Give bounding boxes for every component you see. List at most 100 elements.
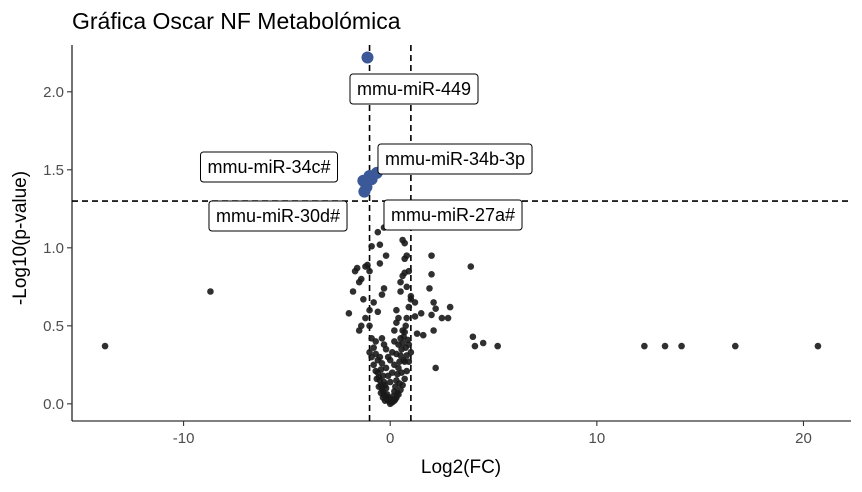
data-point <box>376 241 384 249</box>
data-point <box>417 310 425 317</box>
data-point <box>351 267 359 275</box>
data-point <box>401 358 408 366</box>
data-point <box>372 338 380 345</box>
data-point <box>386 378 394 386</box>
data-point <box>403 283 411 291</box>
x-tick-label: 20 <box>795 430 812 447</box>
point-label-box <box>199 151 339 183</box>
data-point <box>101 342 109 350</box>
data-point <box>403 314 411 322</box>
data-point <box>378 291 386 298</box>
data-point <box>392 395 399 403</box>
data-point <box>376 260 384 267</box>
data-point <box>382 364 390 372</box>
data-point <box>432 364 439 372</box>
data-point <box>374 228 382 236</box>
data-point <box>438 314 446 322</box>
y-axis-title: -Log10(p-value) <box>10 171 31 305</box>
point-labels: mmu-miR-449 mmu-miR-34c# mmu-miR-34b-3p mmu… <box>199 73 533 232</box>
significant-point <box>361 51 374 64</box>
data-point <box>814 342 822 350</box>
data-point <box>355 327 363 334</box>
plot-area: -10 0 10 200.00.51.01.52.0 mmu-miR-449mmu-mi… <box>43 45 851 447</box>
data-point <box>374 308 382 316</box>
data-point <box>394 389 401 397</box>
point-label-text: mmu-miR-449 <box>357 79 471 99</box>
data-point <box>395 314 402 322</box>
data-point <box>207 288 214 295</box>
x-tick-label: 10 <box>588 430 605 447</box>
data-point <box>391 327 398 334</box>
data-point <box>366 349 373 356</box>
data-point <box>446 303 454 311</box>
data-point <box>678 342 685 350</box>
data-point <box>397 288 404 295</box>
data-point <box>397 278 404 286</box>
data-point <box>405 303 413 311</box>
point-label-box <box>208 200 348 232</box>
data-point <box>384 353 392 361</box>
data-point <box>345 310 353 317</box>
data-point <box>419 331 427 339</box>
data-point <box>444 314 452 322</box>
point-label-box <box>349 73 479 105</box>
data-point <box>479 339 487 347</box>
point-label: mmu-miR-34b-3p <box>377 143 533 175</box>
significant-points <box>357 51 383 198</box>
data-point <box>432 305 439 312</box>
data-point <box>428 311 435 319</box>
data-point <box>411 299 419 306</box>
data-point <box>399 272 406 280</box>
data-point <box>411 313 419 320</box>
data-point <box>376 353 384 361</box>
data-point <box>731 342 739 350</box>
y-tick-label: 0.5 <box>43 318 64 335</box>
point-label-text: mmu-miR-30d# <box>216 206 340 226</box>
data-point <box>430 327 437 334</box>
data-point <box>362 314 369 322</box>
data-point <box>382 252 390 259</box>
point-label-text: mmu-miR-34b-3p <box>385 149 525 169</box>
data-point <box>661 342 669 350</box>
data-point <box>407 292 415 300</box>
data-point <box>388 369 396 376</box>
data-point <box>398 369 405 376</box>
data-point <box>378 335 386 342</box>
data-point <box>401 239 408 247</box>
data-point <box>388 349 396 356</box>
data-point <box>641 342 648 350</box>
data-point <box>403 367 411 375</box>
data-point <box>366 267 373 275</box>
point-label-box <box>383 199 523 231</box>
data-point <box>402 322 410 330</box>
data-point <box>413 330 421 337</box>
point-label: mmu-miR-449 <box>349 73 479 105</box>
data-point <box>405 267 413 275</box>
data-point <box>393 306 400 314</box>
data-point <box>467 263 475 270</box>
data-point <box>428 271 435 278</box>
data-point <box>428 252 435 259</box>
data-point <box>349 288 357 295</box>
data-point <box>370 299 377 306</box>
data-point <box>430 299 437 306</box>
data-point <box>366 306 373 314</box>
point-label: mmu-miR-34c# <box>199 151 339 183</box>
non-significant-points <box>101 224 822 408</box>
data-point <box>391 338 398 345</box>
point-label-box <box>377 143 533 175</box>
data-point <box>355 278 363 286</box>
y-tick-label: 0.0 <box>43 396 64 413</box>
data-point <box>370 361 377 369</box>
data-point <box>375 383 383 390</box>
data-point <box>399 327 406 334</box>
data-point <box>366 322 373 330</box>
data-point <box>403 352 411 359</box>
y-tick-label: 1.5 <box>43 162 64 179</box>
x-axis-title: Log2(FC) <box>421 457 501 478</box>
data-point <box>370 344 377 351</box>
data-point <box>368 242 375 250</box>
data-point <box>494 342 501 350</box>
